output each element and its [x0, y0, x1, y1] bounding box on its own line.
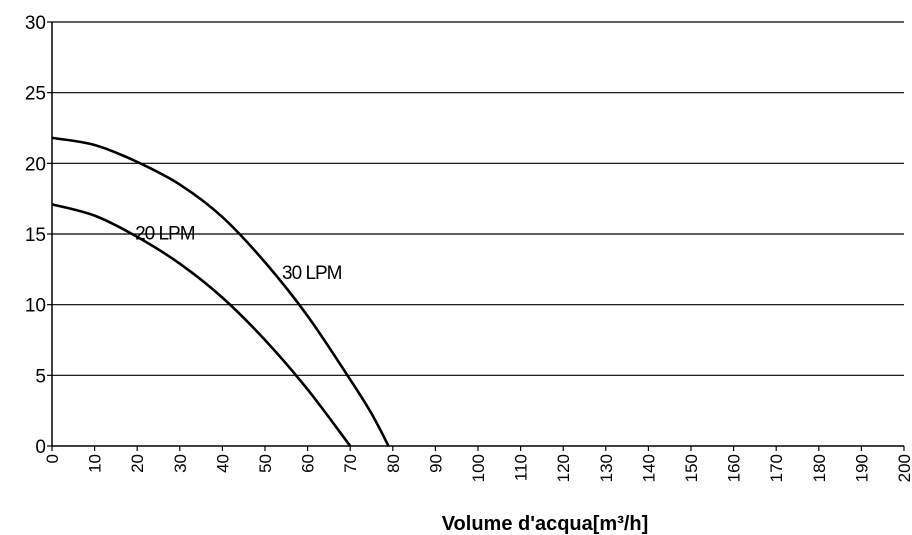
series-line-20-lpm — [51, 203, 352, 447]
x-tick-label: 190 — [852, 454, 871, 482]
series-lines — [51, 136, 390, 447]
x-tick-label: 140 — [639, 454, 658, 482]
y-tick-label: 5 — [35, 366, 46, 387]
y-tick-label: 0 — [35, 437, 46, 458]
x-tick-label: 70 — [341, 454, 360, 473]
curve-label-30-lpm: 30 LPM — [282, 263, 342, 284]
x-tick-label: 200 — [895, 454, 912, 482]
x-tick-label: 50 — [256, 454, 275, 473]
y-tick-label: 15 — [25, 225, 46, 246]
x-tick-label: 120 — [554, 454, 573, 482]
x-tick-label: 170 — [767, 454, 786, 482]
x-tick-label: 40 — [213, 454, 232, 473]
x-tick-label: 30 — [171, 454, 190, 473]
x-tick-label: 150 — [682, 454, 701, 482]
x-tick-label: 100 — [469, 454, 488, 482]
y-tick-label: 30 — [25, 13, 46, 34]
x-tick-label: 0 — [43, 454, 62, 463]
y-tick-labels: 0 5 10 15 20 25 30 — [25, 13, 52, 458]
x-axis-label: Volume d'acqua[m³/h] — [442, 513, 649, 535]
x-tick-labels: 0 10 20 30 40 50 60 70 80 90 100 110 120 130 140 150 160… — [43, 446, 912, 482]
x-tick-label: 180 — [810, 454, 829, 482]
x-tick-label: 110 — [512, 454, 531, 481]
x-tick-label: 80 — [384, 454, 403, 473]
series-line-30-lpm — [51, 136, 390, 447]
x-tick-label: 130 — [597, 454, 616, 482]
x-tick-label: 60 — [299, 454, 318, 473]
y-tick-label: 25 — [25, 84, 46, 105]
x-tick-label: 90 — [426, 454, 445, 473]
x-tick-label: 160 — [725, 454, 744, 482]
y-tick-label: 10 — [25, 296, 46, 317]
y-tick-label: 20 — [25, 154, 46, 175]
curve-label-20-lpm: 20 LPM — [135, 224, 195, 245]
x-tick-label: 20 — [128, 454, 147, 473]
gridlines — [52, 21, 904, 376]
x-tick-label: 10 — [86, 454, 105, 473]
